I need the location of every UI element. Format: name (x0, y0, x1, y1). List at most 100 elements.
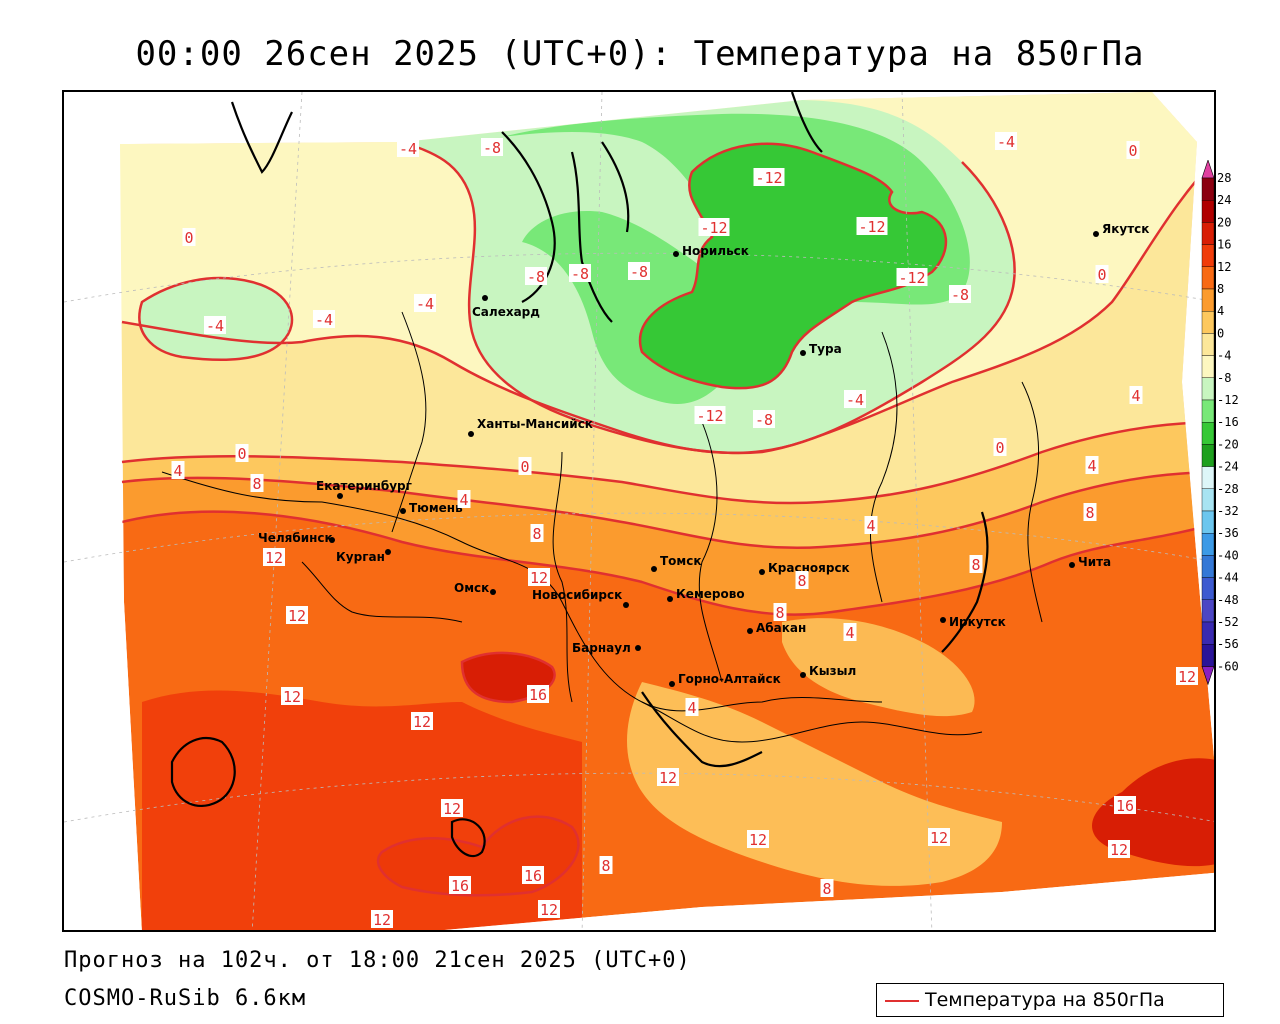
city-gorno-altaysk[interactable]: Горно-Алтайск (669, 672, 781, 687)
city-khanty-mansiysk[interactable]: Ханты-Мансийск (468, 417, 593, 437)
svg-text:Абакан: Абакан (756, 621, 806, 635)
isotherm-label-text: 8 (775, 604, 784, 622)
isotherm-label: -8 (481, 138, 503, 157)
isotherm-label-text: -4 (997, 133, 1015, 151)
colorbar-tick-label: -16 (1217, 415, 1239, 429)
isotherm-label: 8 (795, 571, 809, 590)
city-novosibirsk[interactable]: Новосибирск (532, 588, 629, 608)
colorbar-tick-label: 8 (1217, 282, 1224, 296)
city-kyzyl[interactable]: Кызыл (800, 664, 856, 678)
city-tura[interactable]: Тура (800, 342, 842, 356)
isotherm-label-text: 8 (252, 475, 261, 493)
colorbar-segment (1201, 333, 1215, 356)
city-yakutsk[interactable]: Якутск (1093, 222, 1149, 237)
isotherm-label: -8 (525, 267, 547, 286)
isotherm-label-text: 4 (1131, 387, 1140, 405)
colorbar-segment (1201, 621, 1215, 645)
isotherm-label: 12 (657, 768, 679, 787)
colorbar-tick-label: 20 (1217, 215, 1231, 229)
band-16-east (1092, 758, 1214, 867)
isotherm-label-text: -12 (696, 407, 723, 425)
isotherm-label: 12 (747, 830, 769, 849)
colorbar-segment (1201, 377, 1215, 401)
isotherm-label-text: 16 (524, 867, 542, 885)
isotherm-label-text: -8 (755, 411, 773, 429)
city-krasnoyarsk[interactable]: Красноярск (759, 561, 850, 575)
isotherm-label-text: -8 (630, 263, 648, 281)
isotherm-label: 12 (538, 900, 560, 919)
isotherm-label-text: -12 (858, 218, 885, 236)
colorbar-tick-label: 0 (1217, 326, 1224, 340)
isotherm-label: 0 (518, 457, 532, 476)
isotherm-label-text: 12 (283, 688, 301, 706)
band-minus16 (640, 143, 946, 389)
isotherm-label: -4 (313, 310, 335, 329)
temperature-map[interactable]: Салехард Норильск Якутск Тура Ханты-Манс… (64, 92, 1214, 930)
isotherm-label: -12 (698, 218, 730, 237)
isotherm-label-text: -8 (527, 268, 545, 286)
isotherm-label-text: -12 (700, 219, 727, 237)
colorbar-bottom-arrow (1201, 666, 1215, 686)
isotherm-label-text: 0 (1097, 266, 1106, 284)
city-tyumen[interactable]: Тюмень (400, 501, 463, 515)
city-norilsk[interactable]: Норильск (673, 244, 749, 258)
isotherm-label: 8 (599, 856, 613, 875)
city-markers: Салехард Норильск Якутск Тура Ханты-Манс… (258, 222, 1149, 687)
city-salekhard[interactable]: Салехард (472, 295, 540, 319)
legend-line-swatch (885, 1000, 919, 1002)
colorbar-tick-label: 24 (1217, 193, 1231, 207)
isotherm-label: 0 (993, 438, 1007, 457)
map-panel[interactable]: Салехард Норильск Якутск Тура Ханты-Манс… (62, 90, 1216, 932)
isotherm-label: 12 (528, 568, 550, 587)
svg-text:Томск: Томск (660, 554, 702, 568)
svg-text:Красноярск: Красноярск (768, 561, 850, 575)
isotherm-label-text: 8 (822, 880, 831, 898)
colorbar-tick-label: -32 (1217, 504, 1239, 518)
city-chelyabinsk[interactable]: Челябинск (258, 531, 335, 545)
city-kurgan[interactable]: Курган (336, 549, 391, 564)
city-chita[interactable]: Чита (1069, 555, 1111, 569)
isotherm-label-text: 16 (529, 686, 547, 704)
svg-text:Екатеринбург: Екатеринбург (316, 479, 412, 493)
isotherm-label: 4 (685, 698, 699, 717)
band-12-south (142, 690, 582, 930)
colorbar-tick-label: -20 (1217, 437, 1239, 451)
isotherm-label: 8 (820, 879, 834, 898)
city-tomsk[interactable]: Томск (651, 554, 702, 572)
svg-text:Якутск: Якутск (1102, 222, 1149, 236)
isotherm-label-text: 12 (1110, 841, 1128, 859)
city-omsk[interactable]: Омск (454, 581, 496, 595)
colorbar-segment (1201, 555, 1215, 578)
isotherm-label: 16 (522, 866, 544, 885)
isotherm-label-text: -4 (416, 295, 434, 313)
colorbar-tick-label: -48 (1217, 593, 1239, 607)
isotherm-label: 12 (371, 910, 393, 929)
svg-text:Тура: Тура (809, 342, 842, 356)
city-barnaul[interactable]: Барнаул (572, 641, 641, 655)
city-kemerovo[interactable]: Кемерово (667, 587, 745, 602)
isotherm-label-text: 0 (237, 445, 246, 463)
isotherm-label: 0 (235, 444, 249, 463)
isotherm-label: 4 (864, 516, 878, 535)
isotherm-label: -12 (753, 168, 785, 187)
isotherm-label-text: 4 (866, 517, 875, 535)
isotherm-label: -8 (949, 285, 971, 304)
city-abakan[interactable]: Абакан (747, 621, 806, 635)
isotherm-label: 0 (182, 228, 196, 247)
isotherm-label-text: 12 (930, 829, 948, 847)
isotherm-label: -4 (397, 139, 419, 158)
colorbar-segment (1201, 444, 1215, 467)
colorbar-segment (1201, 488, 1215, 512)
isotherm-label-text: 0 (995, 439, 1004, 457)
svg-text:Иркутск: Иркутск (949, 615, 1006, 629)
city-yekaterinburg[interactable]: Екатеринбург (316, 479, 412, 499)
isotherm-label: 8 (1083, 503, 1097, 522)
isotherm-label: 12 (1176, 667, 1198, 686)
isotherm-label: 4 (843, 623, 857, 642)
isotherm-label: -8 (753, 410, 775, 429)
isotherm-label: 12 (286, 606, 308, 625)
isotherm-label-text: 12 (373, 911, 391, 929)
colorbar-segment (1201, 222, 1215, 245)
city-irkutsk[interactable]: Иркутск (940, 615, 1006, 629)
isotherm-label-text: 12 (443, 800, 461, 818)
